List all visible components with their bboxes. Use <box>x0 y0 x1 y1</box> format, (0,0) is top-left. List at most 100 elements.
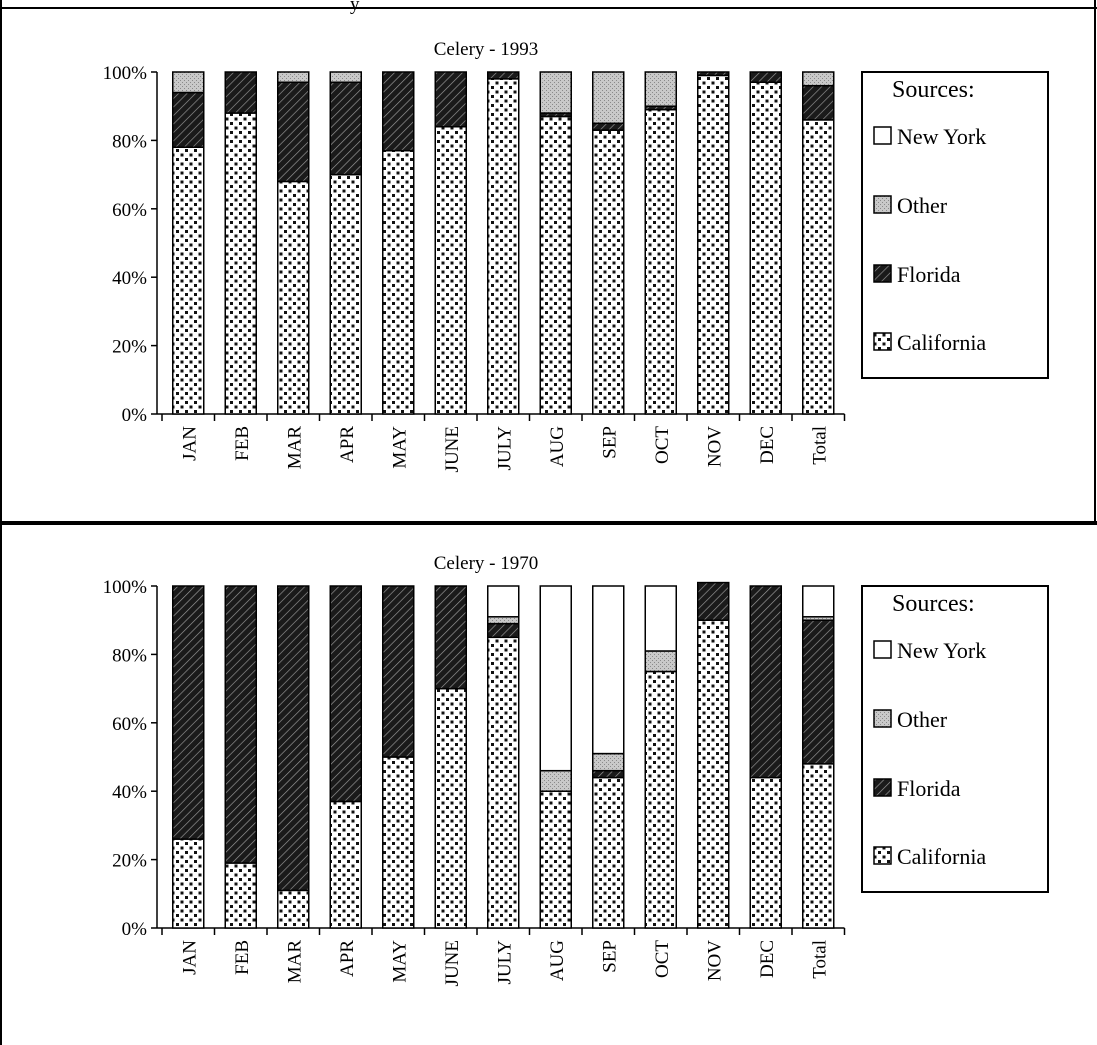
bar-segment-other-july <box>487 616 520 625</box>
legend-1970: Sources: New York Other Florida Californ… <box>861 585 1049 893</box>
legend-label-other: Other <box>897 707 948 732</box>
legend-swatch-new-york <box>873 640 892 659</box>
chart-panel-1993: Celery - 1993 0% 20% 40% 60% 80% 100% JAN FEB MAR… <box>103 39 846 472</box>
x-tick-label-jan: JAN <box>179 940 200 975</box>
bar-segment-florida-apr <box>329 585 362 803</box>
legend-swatch-other <box>873 195 892 214</box>
y-tick-label: 20% <box>112 337 147 358</box>
bar-segment-california-total <box>802 763 835 929</box>
bar-segment-other-oct <box>644 650 677 673</box>
bar-segment-florida-total <box>802 619 835 765</box>
bar-segment-california-mar <box>277 180 310 415</box>
bar-segment-florida-july <box>487 71 520 80</box>
bar-segment-california-sep <box>592 776 625 929</box>
x-tick-label-sep: SEP <box>599 940 620 973</box>
bar-segment-other-sep <box>592 71 625 125</box>
legend-label-florida: Florida <box>897 776 961 801</box>
legend-label-new-york: New York <box>897 638 986 663</box>
chart-panel-1970: Celery - 1970 0% 20% 40% 60% 80% 100% JAN FEB MAR… <box>103 553 846 986</box>
bar-segment-california-aug <box>539 790 572 929</box>
bar-segment-california-july <box>487 78 520 415</box>
bar-segment-florida-dec <box>749 71 782 84</box>
x-tick-label-aug: AUG <box>547 426 568 467</box>
x-tick-label-feb: FEB <box>232 940 253 975</box>
bar-segment-other-aug <box>539 71 572 114</box>
x-tick-label-total: Total <box>809 940 830 979</box>
y-tick-label: 60% <box>112 714 147 735</box>
x-tick-label-may: MAY <box>389 940 410 983</box>
y-tick-label: 20% <box>112 851 147 872</box>
x-tick-label-june: JUNE <box>442 426 463 472</box>
x-tick-label-mar: MAR <box>284 940 305 984</box>
bar-segment-california-total <box>802 119 835 415</box>
bar-segment-california-may <box>382 756 415 929</box>
bar-segment-california-oct <box>644 108 677 415</box>
bar-segment-other-oct <box>644 71 677 107</box>
bar-segment-california-dec <box>749 81 782 415</box>
x-tick-label-july: JULY <box>494 940 515 985</box>
bar-segment-florida-total <box>802 84 835 121</box>
bar-segment-florida-mar <box>277 81 310 183</box>
bar-segment-other-mar <box>277 71 310 84</box>
x-tick-label-nov: NOV <box>704 426 725 467</box>
legend-swatch-california <box>873 332 892 351</box>
bar-segment-other-jan <box>172 71 205 94</box>
legend-swatch-florida <box>873 264 892 283</box>
x-tick-label-aug: AUG <box>547 940 568 981</box>
bar-segment-florida-sep <box>592 769 625 779</box>
x-tick-label-dec: DEC <box>757 940 778 978</box>
legend-title: Sources: <box>892 77 975 103</box>
x-tick-label-oct: OCT <box>652 426 673 464</box>
legend-swatch-new-york <box>873 126 892 145</box>
bar-segment-california-apr <box>329 173 362 415</box>
x-tick-label-dec: DEC <box>757 426 778 464</box>
y-tick-label: 0% <box>122 919 148 940</box>
bar-segment-california-june <box>434 125 467 415</box>
legend-swatch-florida <box>873 778 892 797</box>
x-tick-label-apr: APR <box>337 426 358 463</box>
bar-segment-other-apr <box>329 71 362 84</box>
bar-segment-new-york-aug <box>539 585 572 772</box>
bar-segment-california-jan <box>172 838 205 929</box>
bar-segment-florida-feb <box>224 585 257 864</box>
legend-label-new-york: New York <box>897 124 986 149</box>
bar-segment-florida-may <box>382 585 415 758</box>
y-tick-label: 40% <box>112 268 147 289</box>
bar-segment-california-oct <box>644 670 677 929</box>
legend-swatch-california <box>873 846 892 865</box>
legend-1993: Sources: New York Other Florida Californ… <box>861 71 1049 379</box>
bar-segment-florida-mar <box>277 585 310 892</box>
bar-segment-california-july <box>487 636 520 929</box>
bar-segment-california-nov <box>697 74 730 415</box>
y-tick-label: 100% <box>103 63 148 84</box>
x-tick-label-jan: JAN <box>179 426 200 461</box>
bar-segment-california-mar <box>277 889 310 929</box>
y-tick-label: 40% <box>112 782 147 803</box>
bar-segment-california-jan <box>172 146 205 415</box>
legend-label-other: Other <box>897 193 948 218</box>
x-tick-label-july: JULY <box>494 426 515 471</box>
bar-segment-new-york-oct <box>644 585 677 652</box>
chart-title: Celery - 1970 <box>434 553 538 574</box>
x-tick-label-feb: FEB <box>232 426 253 461</box>
legend-title: Sources: <box>892 591 975 617</box>
legend-box <box>861 585 1049 893</box>
bar-segment-california-dec <box>749 776 782 929</box>
bar-segment-new-york-july <box>487 585 520 618</box>
bar-segment-new-york-total <box>802 585 835 618</box>
chart-title: Celery - 1993 <box>434 39 538 60</box>
legend-swatch-other <box>873 709 892 728</box>
bar-segment-other-aug <box>539 769 572 792</box>
bar-segment-florida-nov <box>697 581 730 621</box>
x-tick-label-june: JUNE <box>442 940 463 986</box>
bar-segment-new-york-sep <box>592 585 625 755</box>
bar-segment-florida-nov <box>697 71 730 77</box>
x-tick-label-oct: OCT <box>652 940 673 978</box>
legend-label-florida: Florida <box>897 262 961 287</box>
y-tick-label: 80% <box>112 645 147 666</box>
y-tick-label: 80% <box>112 131 147 152</box>
bar-segment-florida-jan <box>172 585 205 840</box>
x-tick-label-total: Total <box>809 426 830 465</box>
bar-segment-california-aug <box>539 115 572 415</box>
